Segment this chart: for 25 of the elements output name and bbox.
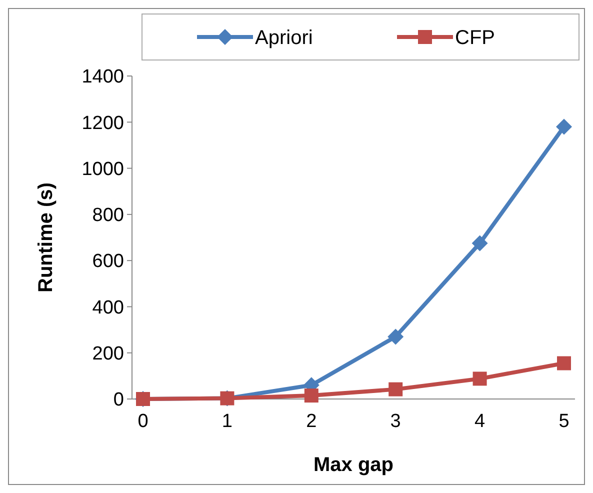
x-tick-label: 3 <box>390 411 401 432</box>
x-tick-label: 1 <box>222 411 232 432</box>
x-tick-label: 4 <box>474 411 486 432</box>
x-axis-title: Max gap <box>313 454 394 476</box>
point <box>556 118 572 135</box>
legend-label: Apriori <box>255 27 313 49</box>
point <box>304 388 318 403</box>
point <box>472 372 487 386</box>
y-tick-label: 200 <box>92 344 124 365</box>
y-tick-label: 600 <box>92 251 124 272</box>
y-tick-label: 1400 <box>82 66 124 88</box>
x-tick-label: 5 <box>558 411 570 432</box>
x-tick-label: 0 <box>138 411 148 432</box>
legend-label: CFP <box>455 27 495 49</box>
point <box>557 356 571 370</box>
point <box>472 235 488 252</box>
y-tick-label: 400 <box>92 297 124 318</box>
y-axis-title: Runtime (s) <box>35 182 57 292</box>
y-tick-label: 800 <box>92 205 124 226</box>
y-tick-label: 0 <box>113 390 124 411</box>
y-tick-label: 1200 <box>82 112 124 134</box>
point <box>388 382 403 396</box>
y-tick-label: 1000 <box>82 158 124 180</box>
x-tick-label: 2 <box>306 411 317 432</box>
point <box>388 328 404 345</box>
